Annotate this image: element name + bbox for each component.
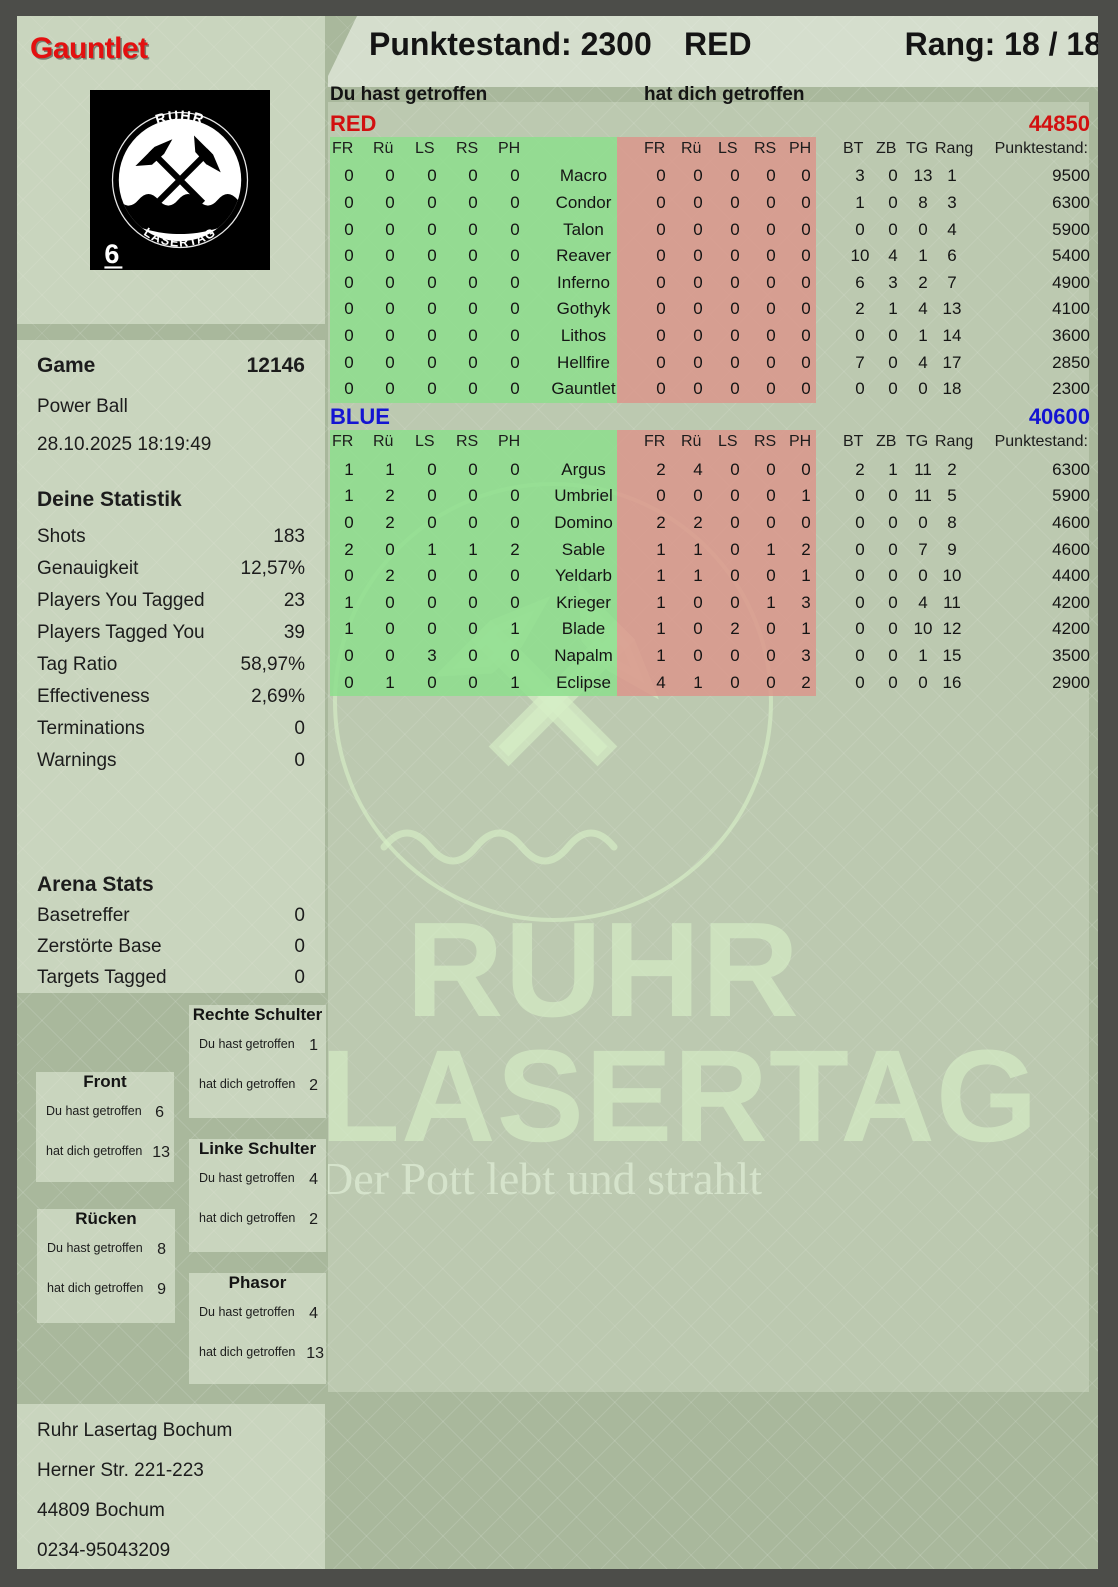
svg-text:6: 6 (104, 239, 119, 269)
